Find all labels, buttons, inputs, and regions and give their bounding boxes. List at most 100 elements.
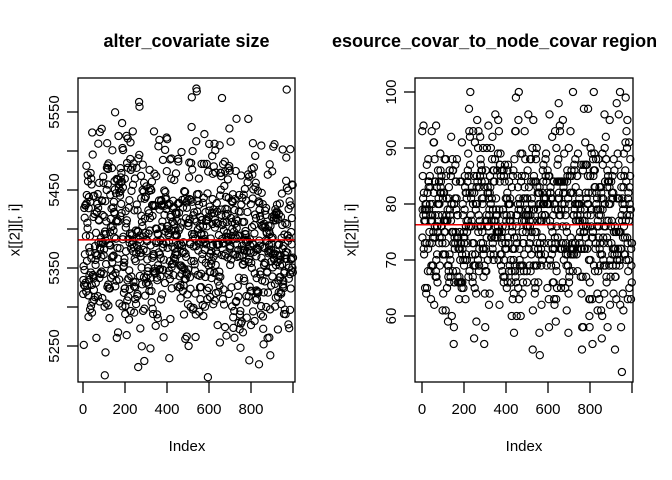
data-point — [274, 215, 283, 224]
data-point — [614, 110, 623, 119]
data-point — [215, 338, 225, 347]
data-point — [230, 333, 239, 342]
data-point — [581, 138, 590, 147]
data-point — [486, 199, 495, 209]
data-point — [466, 211, 475, 220]
data-point — [143, 255, 152, 264]
data-point — [604, 239, 613, 248]
data-point — [280, 305, 289, 314]
data-point — [482, 267, 491, 276]
data-point — [259, 340, 268, 349]
data-point — [176, 223, 185, 232]
data-point — [553, 160, 562, 169]
data-point — [225, 124, 234, 133]
data-point — [216, 168, 226, 178]
data-point — [183, 196, 192, 205]
data-point — [623, 233, 632, 242]
data-point — [263, 288, 273, 297]
data-point — [224, 289, 234, 299]
data-point — [131, 299, 141, 309]
data-point — [233, 281, 242, 291]
data-point — [543, 283, 552, 293]
data-point — [83, 218, 92, 227]
data-point — [99, 178, 108, 188]
data-point — [564, 328, 573, 337]
data-point — [480, 339, 489, 349]
data-point — [116, 164, 125, 173]
data-point — [140, 304, 149, 313]
data-point — [191, 289, 200, 298]
data-point — [153, 314, 162, 323]
data-point — [622, 143, 632, 153]
data-point — [536, 250, 546, 259]
y-axis-tick-label: 70 — [383, 252, 400, 269]
data-point — [284, 274, 293, 283]
data-point — [282, 85, 291, 94]
data-point — [118, 302, 127, 311]
data-point — [541, 149, 551, 158]
data-point — [251, 178, 260, 187]
data-point — [545, 171, 554, 181]
data-point — [588, 339, 597, 349]
data-point — [190, 260, 199, 269]
data-point — [244, 292, 253, 301]
data-point — [531, 155, 541, 164]
data-point — [188, 146, 197, 156]
data-point — [563, 261, 573, 270]
data-point — [250, 229, 259, 238]
data-point — [491, 194, 501, 203]
data-point — [92, 333, 101, 343]
data-point — [445, 250, 454, 259]
data-point — [580, 244, 589, 253]
data-point — [122, 216, 132, 225]
data-point — [577, 244, 586, 253]
data-point — [147, 177, 157, 186]
data-point — [557, 244, 567, 253]
data-point — [620, 171, 629, 181]
data-point — [194, 174, 204, 183]
data-point — [564, 278, 574, 287]
data-point — [503, 278, 512, 287]
data-point — [260, 277, 270, 286]
data-point — [451, 160, 460, 169]
data-point — [276, 212, 286, 221]
data-point — [99, 250, 108, 260]
data-point — [442, 194, 451, 203]
data-point — [202, 222, 212, 231]
data-point — [591, 155, 601, 164]
data-point — [564, 143, 573, 153]
data-point — [455, 244, 464, 253]
x-axis-tick-label: 200 — [451, 401, 476, 418]
data-point — [469, 334, 479, 343]
data-point — [446, 255, 455, 265]
data-point — [532, 143, 541, 153]
x-axis-tick-label: 600 — [196, 401, 221, 418]
data-point — [114, 131, 123, 141]
data-point — [467, 222, 476, 231]
data-point — [537, 211, 547, 220]
data-point — [285, 324, 294, 333]
data-point — [281, 250, 290, 260]
data-point — [589, 87, 598, 97]
data-point — [523, 166, 532, 175]
data-point — [145, 213, 155, 223]
data-point — [191, 332, 200, 342]
data-point — [465, 188, 474, 197]
data-point — [598, 311, 607, 321]
data-point — [484, 121, 493, 130]
data-point — [226, 260, 235, 270]
data-point — [275, 261, 285, 270]
data-point — [493, 149, 503, 158]
data-point — [212, 249, 222, 258]
data-point — [236, 343, 245, 352]
data-point — [532, 227, 541, 237]
data-point — [476, 132, 485, 141]
data-point — [419, 121, 428, 130]
y-axis-tick-label: 100 — [383, 79, 400, 104]
data-point — [612, 99, 621, 108]
data-point — [487, 155, 497, 164]
data-point — [155, 135, 164, 145]
data-point — [575, 239, 584, 248]
data-point — [216, 272, 225, 282]
data-point — [419, 188, 429, 197]
